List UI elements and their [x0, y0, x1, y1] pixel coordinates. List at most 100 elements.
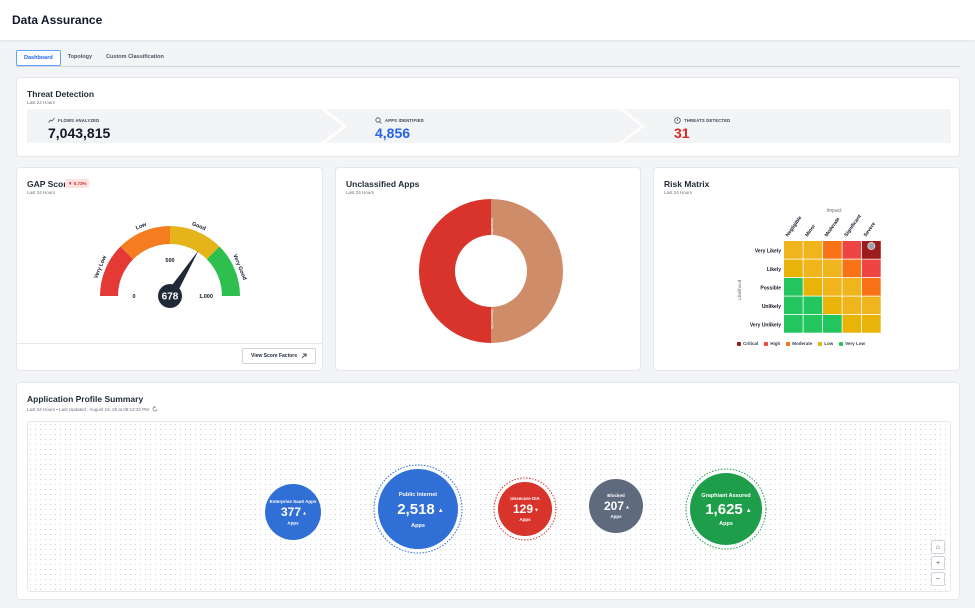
matrix-cell-r1-c4[interactable]	[862, 259, 881, 278]
metric-chevrons	[27, 109, 951, 143]
tab-bar: Dashboard Topology Custom Classification	[16, 50, 960, 67]
zoom-out-button[interactable]: −	[931, 572, 945, 586]
matrix-cell-r2-c1[interactable]	[803, 278, 823, 296]
app-profile-canvas[interactable]: Enterprise SaaS Apps 377 ▲ Apps Public Inter…	[27, 421, 951, 592]
gap-score-subtitle: Last 24 Hours	[27, 190, 56, 195]
bubble-ring-graphiant-assured	[685, 468, 767, 550]
matrix-row-label-unlikely: Unlikely	[762, 304, 781, 310]
bubble-value-blocked: 207	[604, 499, 624, 513]
tab-dashboard[interactable]: Dashboard	[16, 50, 61, 66]
gauge-arc-low	[120, 226, 170, 260]
bubble-trend-graphiant-assured: ▲	[746, 508, 752, 514]
matrix-cell-r0-c1[interactable]	[803, 241, 823, 259]
matrix-cell-r2-c3[interactable]	[842, 278, 862, 296]
bubble-trend-enterprise-saas-apps: ▲	[302, 511, 307, 516]
app-profile-card: Application Profile Summary Last 24 Hour…	[16, 382, 960, 600]
flows-analyzed-label: FLOWS ANALYZED	[58, 118, 100, 123]
matrix-marker	[862, 241, 881, 259]
bubble-value-graphiant-assured: 1,625	[705, 501, 743, 518]
bubble-name-public-internet: Public Internet	[399, 492, 437, 498]
matrix-cell-r1-c3[interactable]	[842, 259, 862, 278]
matrix-cell-r4-c1[interactable]	[803, 315, 823, 333]
bubble-name-graphiant-assured: Graphiant Assured	[701, 493, 750, 499]
bubble-trend-public-internet: ▲	[438, 508, 444, 514]
home-button[interactable]: ⌂	[931, 540, 945, 554]
matrix-cell-r1-c2[interactable]	[823, 259, 842, 278]
donut-segment-unsecure-dia[interactable]	[419, 199, 491, 343]
matrix-cell-r4-c3[interactable]	[842, 315, 862, 333]
matrix-cell-r3-c4[interactable]	[862, 296, 881, 315]
matrix-col-label-moderate: Moderate	[824, 216, 842, 238]
refresh-icon[interactable]	[152, 406, 158, 412]
top-bar: Data Assurance	[0, 0, 975, 40]
bubble-circle-unsecure-dia	[498, 482, 552, 536]
unclassified-apps-title: Unclassified Apps	[346, 179, 420, 189]
risk-matrix-grid: Impact Likelihood Negligible Minor Moderat…	[737, 208, 881, 333]
matrix-cell-r3-c2[interactable]	[823, 296, 842, 315]
risk-matrix-legend: Critical High Moderate Low Very Low	[737, 341, 865, 346]
legend-swatch-critical	[737, 341, 741, 346]
donut-label-unsecure-dia: Unsecure DIA	[490, 309, 494, 330]
bubble-name-enterprise-saas-apps: Enterprise SaaS Apps	[270, 499, 317, 504]
gap-score-gauge: Very Low Low Good Very Good 0 500 1,000 …	[93, 221, 247, 308]
matrix-cell-r1-c0[interactable]	[784, 259, 803, 278]
bubble-unit-enterprise-saas-apps: Apps	[287, 521, 299, 526]
bubble-circle-graphiant-assured	[690, 473, 762, 545]
threats-detected-value: 31	[674, 125, 690, 141]
bubble-name-blocked: Blocked	[607, 493, 625, 498]
donut-segment-unclassified[interactable]	[491, 199, 563, 343]
app-profile-title: Application Profile Summary	[27, 394, 144, 404]
tab-custom-classification[interactable]: Custom Classification	[106, 54, 164, 60]
legend-swatch-very-low	[839, 341, 844, 346]
matrix-col-label-significant: Significant	[843, 213, 863, 238]
risk-matrix-title: Risk Matrix	[664, 179, 710, 189]
matrix-cell-r3-c3[interactable]	[842, 296, 862, 315]
impact-axis-label: Impact	[826, 208, 842, 214]
matrix-cell-r0-c3[interactable]	[842, 241, 862, 259]
legend-very-low: Very Low	[839, 341, 865, 346]
gauge-arc-very-low	[100, 246, 134, 296]
bubble-unit-public-internet: Apps	[411, 523, 425, 529]
matrix-cell-r2-c2[interactable]	[823, 278, 842, 296]
matrix-cell-r2-c0[interactable]	[784, 278, 803, 296]
gauge-arcs	[100, 226, 240, 296]
legend-label-critical: Critical	[743, 341, 759, 346]
zoom-in-button[interactable]: +	[931, 556, 945, 570]
app-profile-subtitle-row: Last 24 Hours • Last Updated : August 18…	[27, 406, 158, 412]
matrix-cell-r3-c1[interactable]	[803, 296, 823, 315]
matrix-cell-r0-c2[interactable]	[823, 241, 842, 259]
matrix-row-label-very-unlikely: Very Unlikely	[750, 322, 781, 328]
metric-segment-apps	[325, 109, 641, 143]
bubble-ring-public-internet	[373, 464, 463, 554]
bubble-trend-unsecure-dia: ▼	[534, 508, 539, 513]
matrix-cell-r3-c0[interactable]	[784, 296, 803, 315]
bubble-circle-public-internet	[378, 469, 458, 549]
likelihood-axis-label: Likelihood	[737, 279, 742, 300]
bubble-name-unsecure-dia: Unsecure DIA	[510, 496, 540, 501]
gauge-zone-good: Good	[191, 221, 207, 232]
bubble-value-public-internet: 2,518	[397, 501, 435, 518]
tab-topology[interactable]: Topology	[67, 54, 93, 60]
gap-score-divider	[17, 343, 322, 344]
unclassified-apps-subtitle: Last 24 Hours	[346, 190, 375, 195]
matrix-cell-r4-c2[interactable]	[823, 315, 842, 333]
matrix-cell-r2-c4[interactable]	[862, 278, 881, 296]
bubble-graphiant-assured[interactable]: Graphiant Assured 1,625 ▲ Apps	[685, 468, 767, 550]
matrix-cell-r4-c4[interactable]	[862, 315, 881, 333]
matrix-cell-r1-c1[interactable]	[803, 259, 823, 278]
view-score-factors-button[interactable]: View Score Factors	[242, 348, 316, 364]
matrix-cell-r0-c0[interactable]	[784, 241, 803, 259]
matrix-row-label-very-likely: Very Likely	[755, 248, 781, 254]
bubble-public-internet[interactable]: Public Internet 2,518 ▲ Apps	[373, 464, 463, 554]
bubble-trend-blocked: ▲	[625, 505, 630, 510]
bubble-value-unsecure-dia: 129	[513, 502, 533, 516]
legend-label-moderate: Moderate	[792, 341, 813, 346]
threat-detection-subtitle: Last 24 Hours	[27, 100, 56, 105]
gauge-min-label: 0	[132, 294, 135, 300]
threats-detected-label: THREATS DETECTED	[684, 118, 731, 123]
legend-high: High	[764, 341, 780, 346]
matrix-cell-r4-c0[interactable]	[784, 315, 803, 333]
